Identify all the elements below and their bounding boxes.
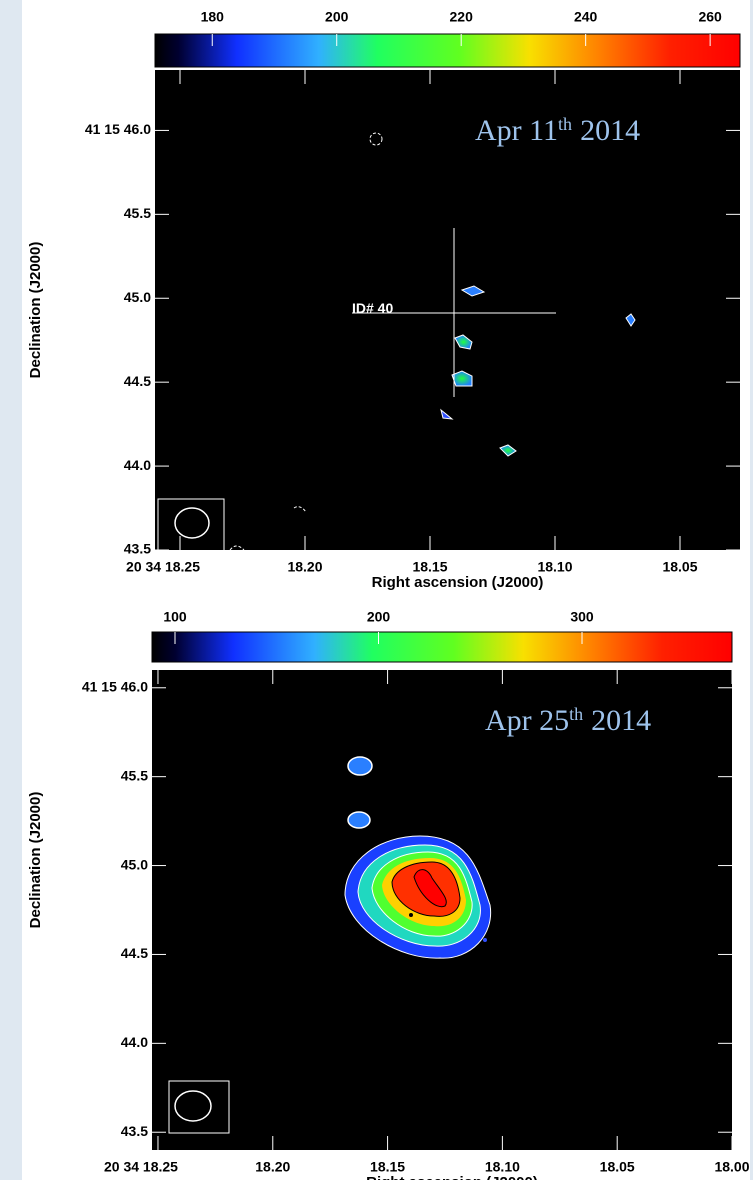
date-year: 2014 [591,704,651,737]
date-year: 2014 [580,114,640,147]
y-tick-label: 43.5 [121,1123,148,1139]
y-tick-label: 41 15 46.0 [82,678,148,694]
source [451,370,473,387]
x-tick-label: 20 34 18.25 [104,1159,178,1175]
date-text: Apr 25 [485,704,569,737]
source [413,869,447,908]
date-sup: th [558,114,572,134]
y-tick-label: 45.0 [124,289,151,305]
date-text: Apr 11 [475,114,558,147]
date-annotation: Apr 25th 2014 [485,704,651,737]
beam-box [168,1080,230,1134]
source-label: ID# 40 [352,300,393,316]
panel-top: 180 200 220 240 260 ID# 40 20 34 18.25 18.20 18.… [27,9,741,591]
source [454,334,473,350]
colorbar-tick-label: 200 [367,609,391,625]
y-tick-label: 41 15 46.0 [85,121,151,137]
contour [409,913,413,917]
source [625,313,636,327]
x-tick-label: 18.10 [537,559,572,575]
x-tick-label: 18.20 [255,1159,290,1175]
image-plot [155,70,740,550]
contour [293,506,307,513]
colorbar-tick-label: 100 [163,609,187,625]
beam [174,1090,212,1122]
y-tick-label: 45.0 [121,856,148,872]
y-tick-label: 44.0 [121,1034,148,1050]
beam [174,507,210,539]
date-sup: th [569,704,583,724]
x-tick-label: 20 34 18.25 [126,559,200,575]
colorbar-tick-label: 260 [698,9,722,25]
panel-bottom: 100 200 300 20 34 18.25 18.20 18.15 18.10 18.05… [27,609,750,1180]
x-axis-title: Right ascension (J2000) [372,574,544,591]
y-tick-label: 45.5 [121,767,148,783]
x-tick-label: 18.05 [662,559,697,575]
colorbar [151,631,733,663]
colorbar [154,33,741,68]
colorbar-tick-label: 200 [325,9,349,25]
date-annotation: Apr 11th 2014 [475,114,640,147]
y-tick-label: 44.5 [121,945,148,961]
colorbar-tick-label: 220 [450,9,474,25]
y-tick-label: 45.5 [124,205,151,221]
colorbar-tick-label: 240 [574,9,598,25]
y-axis-title: Declination (J2000) [27,792,44,929]
x-tick-label: 18.10 [485,1159,520,1175]
x-axis-title: Right ascension (J2000) [366,1174,538,1180]
colorbar-tick-label: 300 [570,609,594,625]
x-tick-label: 18.15 [370,1159,405,1175]
contour [229,545,245,551]
colorbar-tick-label: 180 [201,9,225,25]
y-tick-label: 43.5 [124,541,151,557]
contour [369,132,383,146]
x-tick-label: 18.05 [600,1159,635,1175]
source [460,285,486,297]
x-tick-label: 18.20 [287,559,322,575]
y-tick-label: 44.0 [124,457,151,473]
source [347,756,373,776]
beam-box [157,498,225,552]
source [440,408,454,420]
y-axis-title: Declination (J2000) [27,242,44,379]
source [483,938,487,942]
x-tick-label: 18.15 [412,559,447,575]
y-tick-label: 44.5 [124,373,151,389]
x-tick-label: 18.00 [714,1159,749,1175]
source [347,811,371,829]
source [499,444,517,457]
